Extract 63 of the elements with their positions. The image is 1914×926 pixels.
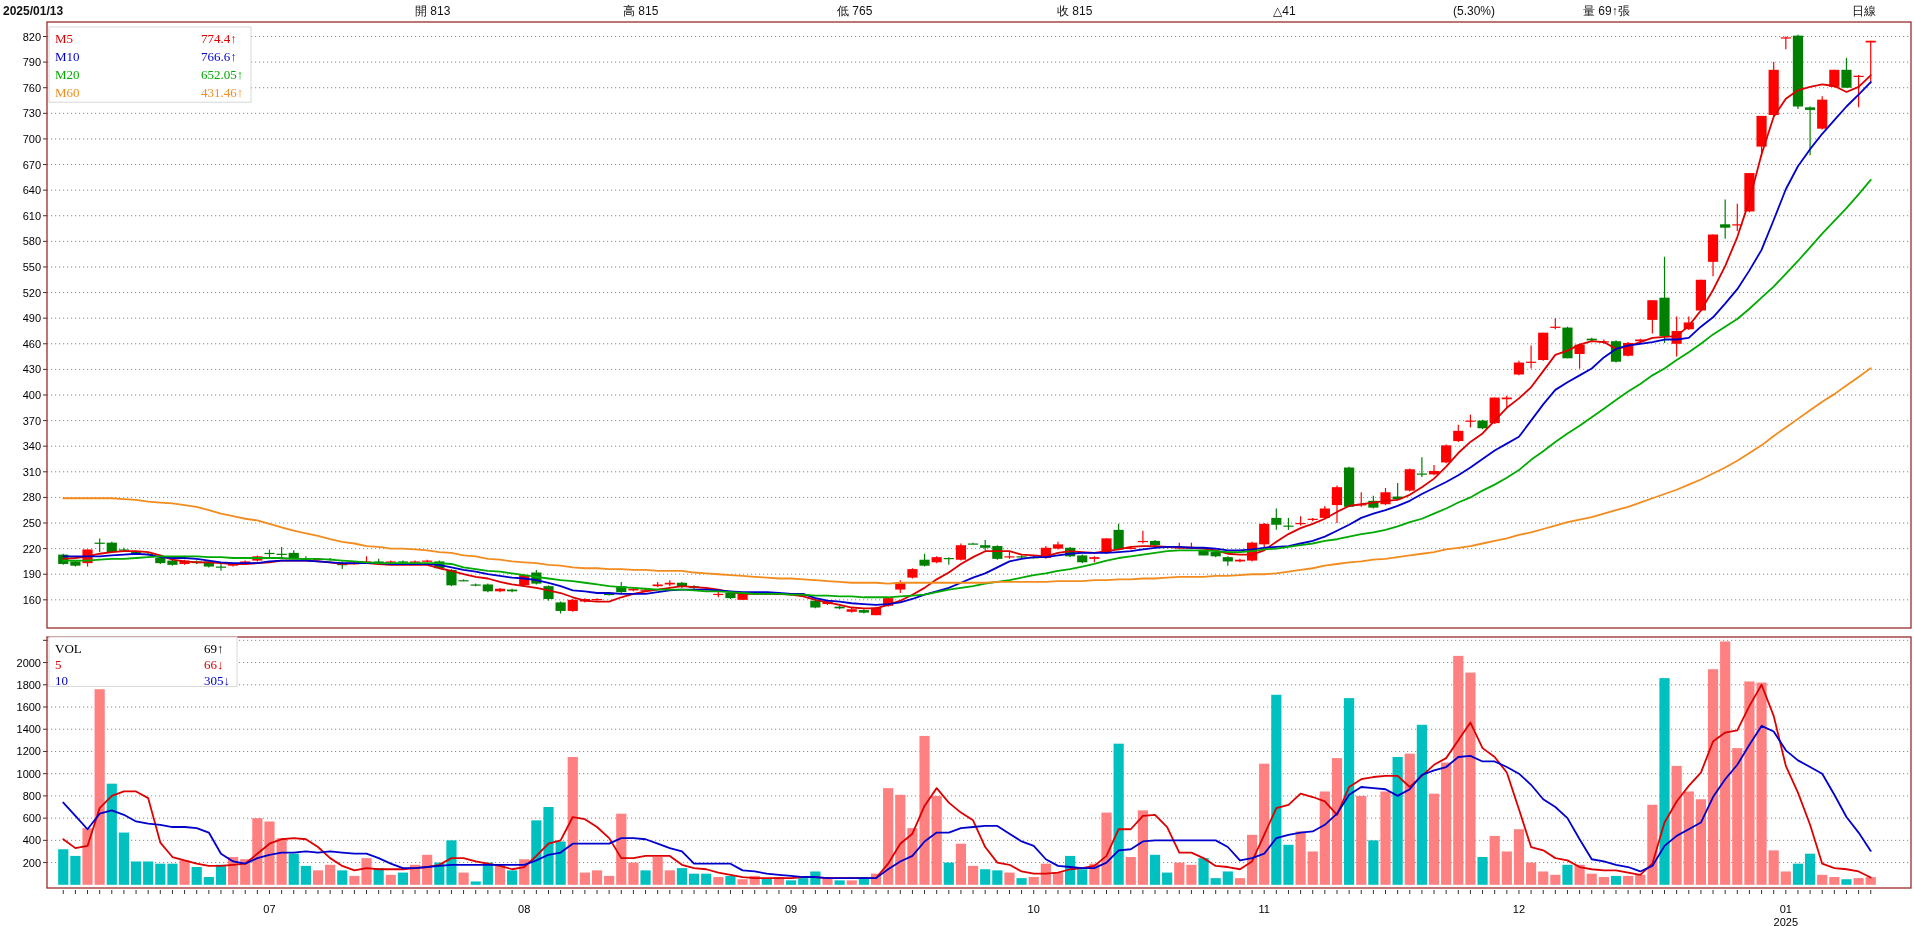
y-tick-label: 160 bbox=[22, 593, 41, 606]
text: 開 813 bbox=[415, 4, 451, 18]
y-tick-label: 700 bbox=[22, 132, 41, 145]
y-tick-label: 1400 bbox=[16, 723, 41, 736]
y-tick-label: 340 bbox=[22, 440, 41, 453]
y-tick-label: 310 bbox=[22, 465, 41, 478]
y-tick-label: 610 bbox=[22, 209, 41, 222]
annotation: 774.4↑ bbox=[201, 30, 237, 46]
y-tick-label: 490 bbox=[22, 312, 41, 325]
text: 10 bbox=[55, 672, 68, 688]
text: (5.30%) bbox=[1453, 4, 1496, 18]
y-tick-label: 800 bbox=[22, 789, 41, 802]
y-tick-label: 1200 bbox=[16, 745, 41, 758]
x-tick-label: 09 bbox=[784, 903, 798, 915]
y-tick-label: 430 bbox=[22, 363, 41, 376]
text: 量 69↑張 bbox=[1583, 4, 1630, 18]
y-tick-label: 1800 bbox=[16, 678, 41, 691]
x-tick-label: 08 bbox=[518, 903, 531, 915]
y-tick-label: 580 bbox=[22, 235, 41, 248]
annotation: 305↓ bbox=[204, 672, 230, 688]
text: 收 815 bbox=[1057, 4, 1093, 18]
y-tick-label: 200 bbox=[22, 856, 41, 869]
x-tick-label: 01 2025 bbox=[1773, 903, 1799, 926]
y-tick-label: 790 bbox=[22, 56, 41, 69]
text: M60 bbox=[55, 85, 80, 101]
text: M10 bbox=[55, 48, 80, 64]
y-tick-label: 460 bbox=[22, 337, 41, 350]
y-tick-label: 730 bbox=[22, 107, 41, 120]
y-tick-label: 600 bbox=[22, 812, 41, 825]
y-tick-label: 520 bbox=[22, 286, 41, 299]
x-tick-label: 07 bbox=[263, 903, 276, 915]
y-tick-label: 250 bbox=[22, 517, 41, 530]
text: 2025/01/13 bbox=[3, 4, 64, 18]
annotation: 431.46↑ bbox=[201, 85, 244, 101]
y-tick-label: 550 bbox=[22, 260, 41, 273]
y-tick-label: 190 bbox=[22, 568, 41, 581]
annotation: 66↓ bbox=[204, 656, 224, 672]
y-tick-label: 1600 bbox=[16, 701, 41, 714]
text: M20 bbox=[55, 67, 80, 83]
y-tick-label: 1000 bbox=[16, 767, 41, 780]
y-tick-label: 400 bbox=[22, 834, 41, 847]
y-tick-label: 760 bbox=[22, 81, 41, 94]
text: 低 765 bbox=[837, 4, 873, 18]
text: M5 bbox=[55, 30, 74, 46]
y-tick-label: 370 bbox=[22, 414, 41, 427]
y-tick-label: 220 bbox=[22, 542, 41, 555]
annotation: 766.6↑ bbox=[201, 48, 237, 64]
y-tick-label: 280 bbox=[22, 491, 41, 504]
text: 5 bbox=[55, 656, 62, 672]
text: △41 bbox=[1273, 4, 1296, 18]
x-tick-label: 11 bbox=[1258, 903, 1270, 915]
y-tick-label: 2000 bbox=[16, 656, 41, 669]
y-tick-label: 400 bbox=[22, 388, 41, 401]
text: 高 815 bbox=[623, 4, 659, 18]
annotation: 652.05↑ bbox=[201, 67, 244, 83]
x-tick-label: 10 bbox=[1027, 903, 1040, 915]
text: VOL bbox=[55, 641, 82, 656]
y-tick-label: 820 bbox=[22, 30, 41, 43]
y-tick-label: 640 bbox=[22, 184, 41, 197]
text: 日線 bbox=[1852, 4, 1876, 18]
y-tick-label: 670 bbox=[22, 158, 41, 171]
annotation: 69↑ bbox=[204, 641, 224, 656]
x-tick-label: 12 bbox=[1512, 903, 1526, 915]
